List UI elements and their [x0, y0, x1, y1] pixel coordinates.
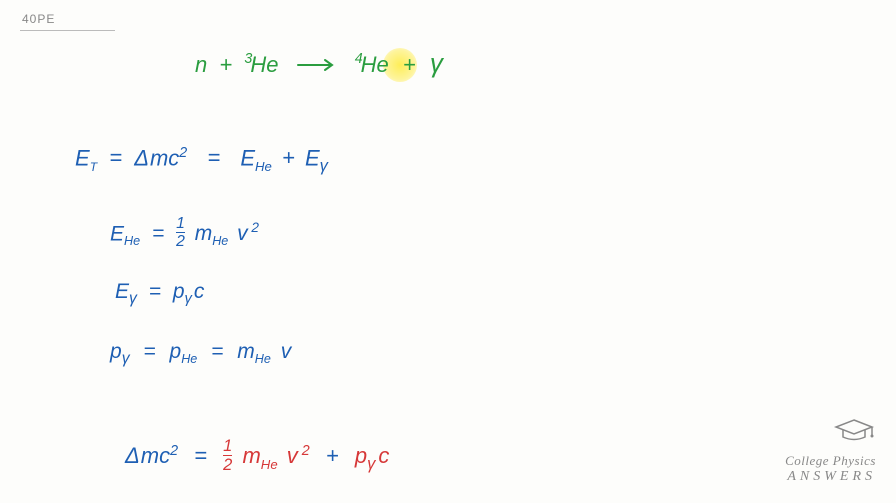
graduation-cap-icon — [785, 418, 876, 451]
reaction-equation: n + 3He 4He + γ — [195, 48, 443, 79]
logo-line1: College Physics — [785, 453, 876, 469]
problem-label: 40PE — [22, 12, 55, 26]
he3: He — [250, 52, 278, 77]
arrow-icon — [297, 52, 337, 78]
neutron: n — [195, 52, 207, 77]
brand-logo: College Physics ANSWERS — [785, 418, 876, 485]
momentum-equation: pγ = pHe = mHe v — [110, 340, 291, 368]
logo-line2: ANSWERS — [785, 469, 876, 485]
gamma-1: γ — [430, 48, 443, 78]
he4: He — [361, 52, 389, 77]
e-gamma-equation: Eγ = pγc — [115, 280, 204, 308]
plus-2: + — [403, 52, 416, 77]
final-equation: Δmc2 = 12 mHe v 2 + pγc — [125, 440, 389, 475]
label-underline — [20, 30, 115, 31]
plus-1: + — [219, 52, 232, 77]
presup-4: 4 — [355, 51, 363, 67]
e-he-equation: EHe = 12 mHe v 2 — [110, 218, 259, 252]
presup-3: 3 — [244, 51, 252, 67]
final-plus: + — [326, 443, 339, 468]
energy-total-equation: ET = Δmc2 = EHe + Eγ — [75, 145, 328, 176]
